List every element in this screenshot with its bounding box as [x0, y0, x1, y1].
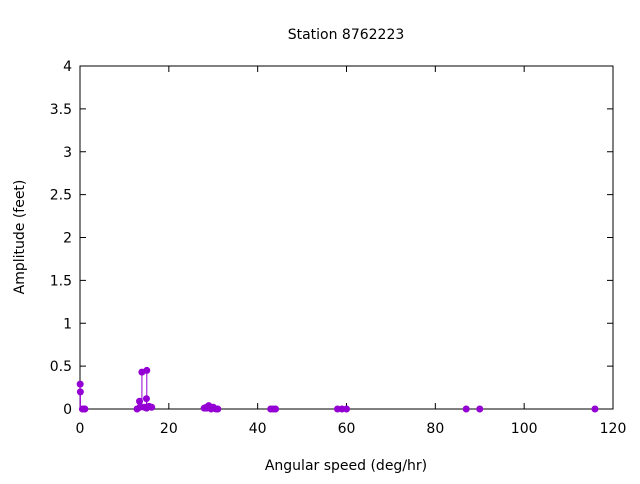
x-tick-label: 100 [511, 421, 538, 437]
x-tick-label: 120 [600, 421, 627, 437]
data-point [81, 405, 89, 413]
x-tick-label: 80 [426, 421, 444, 437]
data-point [462, 405, 470, 413]
y-tick-label: 1 [63, 316, 72, 332]
plot-border [79, 65, 614, 410]
y-tick-label: 3 [63, 145, 72, 161]
x-tick-label: 20 [160, 421, 178, 437]
x-tick-label: 40 [249, 421, 267, 437]
data-point [76, 380, 84, 388]
y-axis-label: Amplitude (feet) [12, 180, 28, 295]
data-point [76, 388, 84, 396]
y-tick-label: 2.5 [50, 188, 72, 204]
data-point [272, 405, 280, 413]
x-tick-label: 60 [338, 421, 356, 437]
data-point [343, 405, 350, 413]
chart-title: Station 8762223 [288, 27, 405, 43]
y-tick-label: 1.5 [50, 273, 72, 289]
y-tick-label: 2 [63, 231, 72, 247]
x-tick-label: 0 [76, 421, 85, 437]
y-tick-label: 0.5 [50, 359, 72, 375]
data-point [143, 366, 151, 374]
y-tick-label: 3.5 [50, 102, 72, 118]
y-tick-label: 4 [63, 59, 72, 75]
data-point [136, 397, 144, 405]
data-point [476, 405, 484, 413]
data-point [214, 405, 222, 413]
y-tick-label: 0 [63, 402, 72, 418]
data-point [591, 405, 599, 413]
x-axis-label: Angular speed (deg/hr) [265, 458, 427, 474]
data-point [148, 403, 156, 411]
